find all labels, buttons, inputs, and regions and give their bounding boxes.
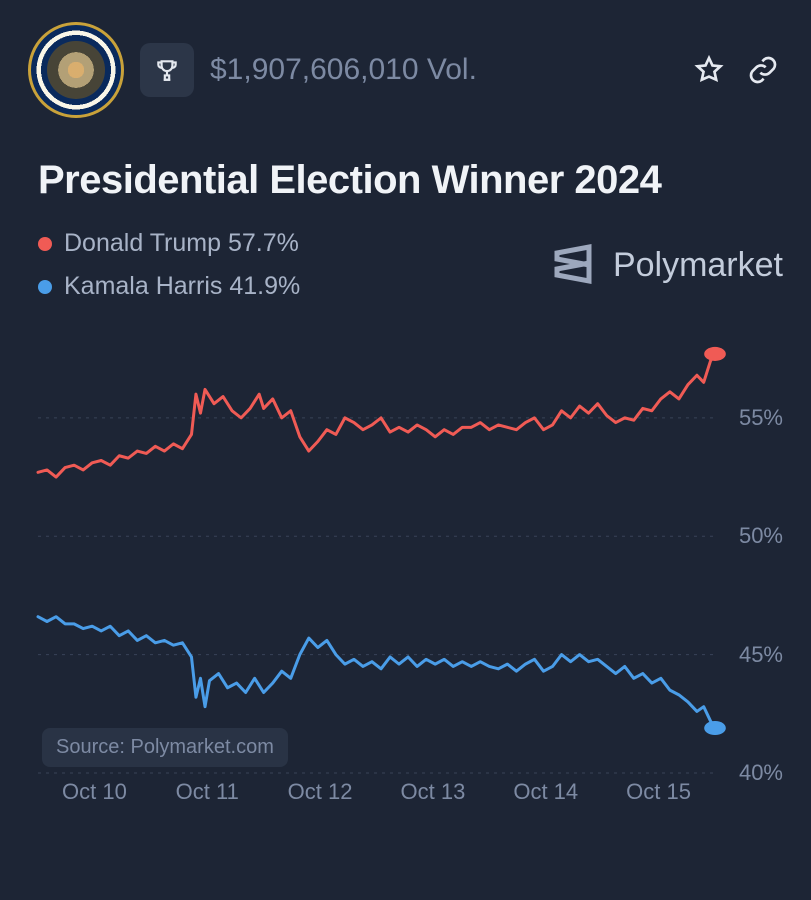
y-axis-labels: 40%45%50%55% [723, 335, 783, 773]
trophy-icon [154, 57, 180, 83]
legend-dot [38, 237, 52, 251]
x-tick-label: Oct 10 [62, 779, 127, 805]
x-tick-label: Oct 13 [401, 779, 466, 805]
legend-item-harris[interactable]: Kamala Harris 41.9% [38, 272, 300, 301]
link-icon[interactable] [747, 54, 779, 86]
legend-label: Donald Trump 57.7% [64, 229, 299, 258]
header-actions [693, 54, 779, 86]
chart-plot-area[interactable] [38, 335, 715, 773]
page-title: Presidential Election Winner 2024 [0, 118, 811, 229]
brand[interactable]: Polymarket [549, 241, 783, 289]
source-badge: Source: Polymarket.com [42, 728, 288, 767]
header-bar: $1,907,606,010 Vol. [0, 0, 811, 118]
y-tick-label: 40% [739, 760, 783, 786]
legend-label: Kamala Harris 41.9% [64, 272, 300, 301]
star-icon[interactable] [693, 54, 725, 86]
x-axis-labels: Oct 10 Oct 11 Oct 12 Oct 13 Oct 14 Oct 15 [38, 779, 715, 815]
legend-dot [38, 280, 52, 294]
x-tick-label: Oct 14 [513, 779, 578, 805]
presidential-seal-icon [28, 22, 124, 118]
legend-item-trump[interactable]: Donald Trump 57.7% [38, 229, 300, 258]
y-tick-label: 55% [739, 405, 783, 431]
legend: Donald Trump 57.7% Kamala Harris 41.9% [38, 229, 300, 301]
y-tick-label: 45% [739, 642, 783, 668]
volume-label: $1,907,606,010 Vol. [210, 53, 677, 87]
polymarket-logo-icon [549, 241, 597, 289]
y-tick-label: 50% [739, 523, 783, 549]
brand-label: Polymarket [613, 246, 783, 285]
trophy-badge[interactable] [140, 43, 194, 97]
x-tick-label: Oct 15 [626, 779, 691, 805]
chart: 40%45%50%55% Oct 10Oct 11Oct 12Oct 13Oct… [38, 335, 783, 815]
x-tick-label: Oct 12 [288, 779, 353, 805]
x-tick-label: Oct 11 [176, 779, 239, 805]
legend-row: Donald Trump 57.7% Kamala Harris 41.9% P… [0, 229, 811, 301]
